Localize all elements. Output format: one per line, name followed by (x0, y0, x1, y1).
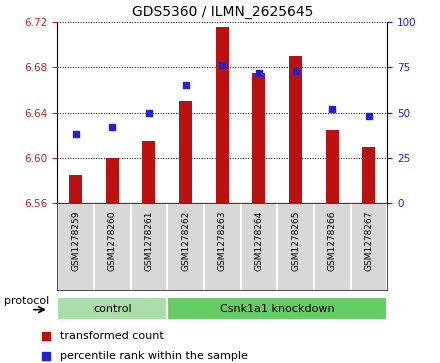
Text: GSM1278262: GSM1278262 (181, 210, 190, 271)
Text: transformed count: transformed count (60, 331, 164, 341)
Bar (363, 147, 375, 203)
Text: GSM1278263: GSM1278263 (218, 210, 227, 271)
Point (109, 124, 116, 130)
Text: GSM1278267: GSM1278267 (364, 210, 374, 271)
Point (145, 110, 152, 115)
Point (365, 113, 372, 119)
Bar (69, 175, 82, 203)
Text: GSM1278260: GSM1278260 (108, 210, 117, 271)
Point (255, 70, 262, 76)
Title: GDS5360 / ILMN_2625645: GDS5360 / ILMN_2625645 (132, 5, 313, 19)
Bar (179, 101, 192, 203)
Point (72, 131, 79, 137)
Point (329, 106, 336, 112)
Bar (253, 73, 265, 203)
Bar (143, 141, 155, 203)
Point (42, 333, 49, 339)
Bar (106, 158, 119, 203)
Text: percentile rank within the sample: percentile rank within the sample (60, 351, 248, 361)
Text: protocol: protocol (4, 296, 50, 306)
Bar (216, 28, 229, 203)
Bar (57, 297, 167, 320)
Point (219, 62, 226, 68)
Text: GSM1278266: GSM1278266 (328, 210, 337, 271)
Bar (167, 297, 387, 320)
Bar (326, 130, 339, 203)
Text: GSM1278259: GSM1278259 (71, 210, 80, 271)
Bar (289, 56, 302, 203)
Text: control: control (93, 303, 132, 314)
Point (292, 68, 299, 74)
Text: GSM1278265: GSM1278265 (291, 210, 300, 271)
Point (42, 353, 49, 359)
Text: Csnk1a1 knockdown: Csnk1a1 knockdown (220, 303, 334, 314)
Text: GSM1278261: GSM1278261 (144, 210, 154, 271)
Point (182, 82, 189, 88)
Text: GSM1278264: GSM1278264 (254, 210, 264, 271)
